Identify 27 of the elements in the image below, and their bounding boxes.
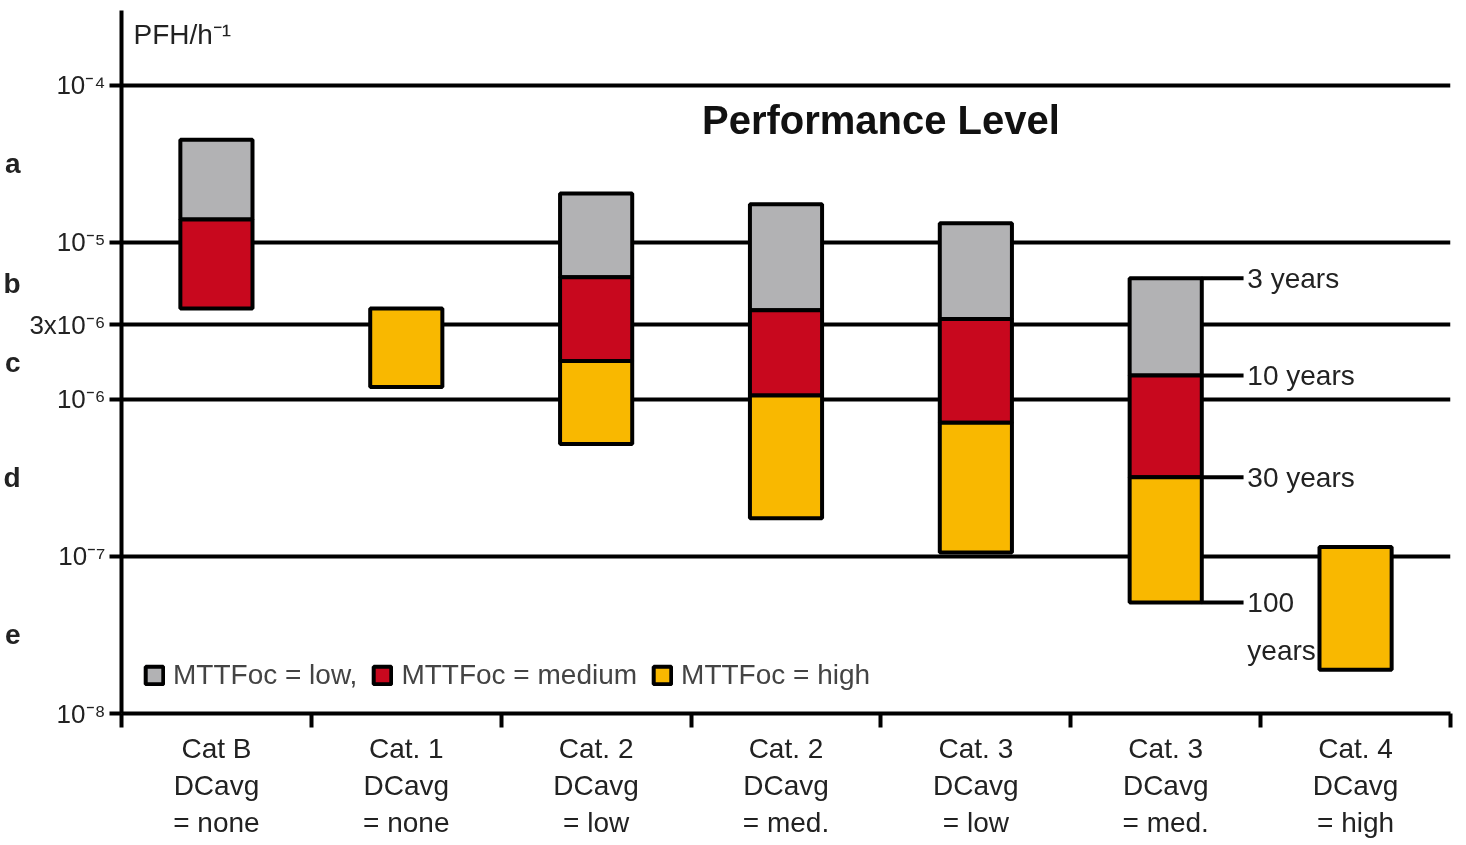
annotation: 10 years	[1247, 360, 1355, 392]
y-tick-label: 10⁻⁴	[56, 70, 106, 101]
x-tick-label: Cat. 3 DCavg = med.	[1122, 732, 1209, 838]
text: a	[4, 148, 21, 180]
y-tick-label: 10⁻⁵	[56, 227, 106, 258]
x-tick-label: Cat. 4 DCavg = high	[1312, 732, 1399, 838]
y-axis-title: PFH/h⁻¹	[133, 18, 232, 50]
x-tick-label: Cat. 2 DCavg = low	[553, 732, 639, 838]
y-tick-label: 10⁻⁷	[58, 541, 106, 572]
x-tick-label: Cat B DCavg = none	[173, 732, 260, 838]
text: Performance Level	[701, 98, 1060, 143]
legend-label: MTTFoc = low,	[173, 659, 358, 691]
legend-label: MTTFoc = high	[681, 659, 871, 691]
y-tick-label: 3x10⁻⁶	[29, 309, 106, 340]
y-tick-label: 10⁻⁶	[56, 384, 106, 415]
x-tick-label: Cat. 1 DCavg = none	[363, 732, 450, 838]
text: c	[4, 346, 21, 378]
y-tick-label: 10⁻⁸	[56, 698, 106, 729]
legend-label: MTTFoc = medium	[401, 659, 638, 691]
x-tick-label: Cat. 3 DCavg = low	[933, 732, 1019, 838]
text: d	[3, 462, 21, 494]
annotation: 30 years	[1247, 461, 1355, 493]
x-tick-label: Cat. 2 DCavg = med.	[742, 732, 830, 838]
annotation: 100 years	[1247, 586, 1316, 666]
annotation: 3 years	[1247, 262, 1340, 294]
text: e	[4, 619, 21, 651]
text: b	[3, 267, 21, 299]
